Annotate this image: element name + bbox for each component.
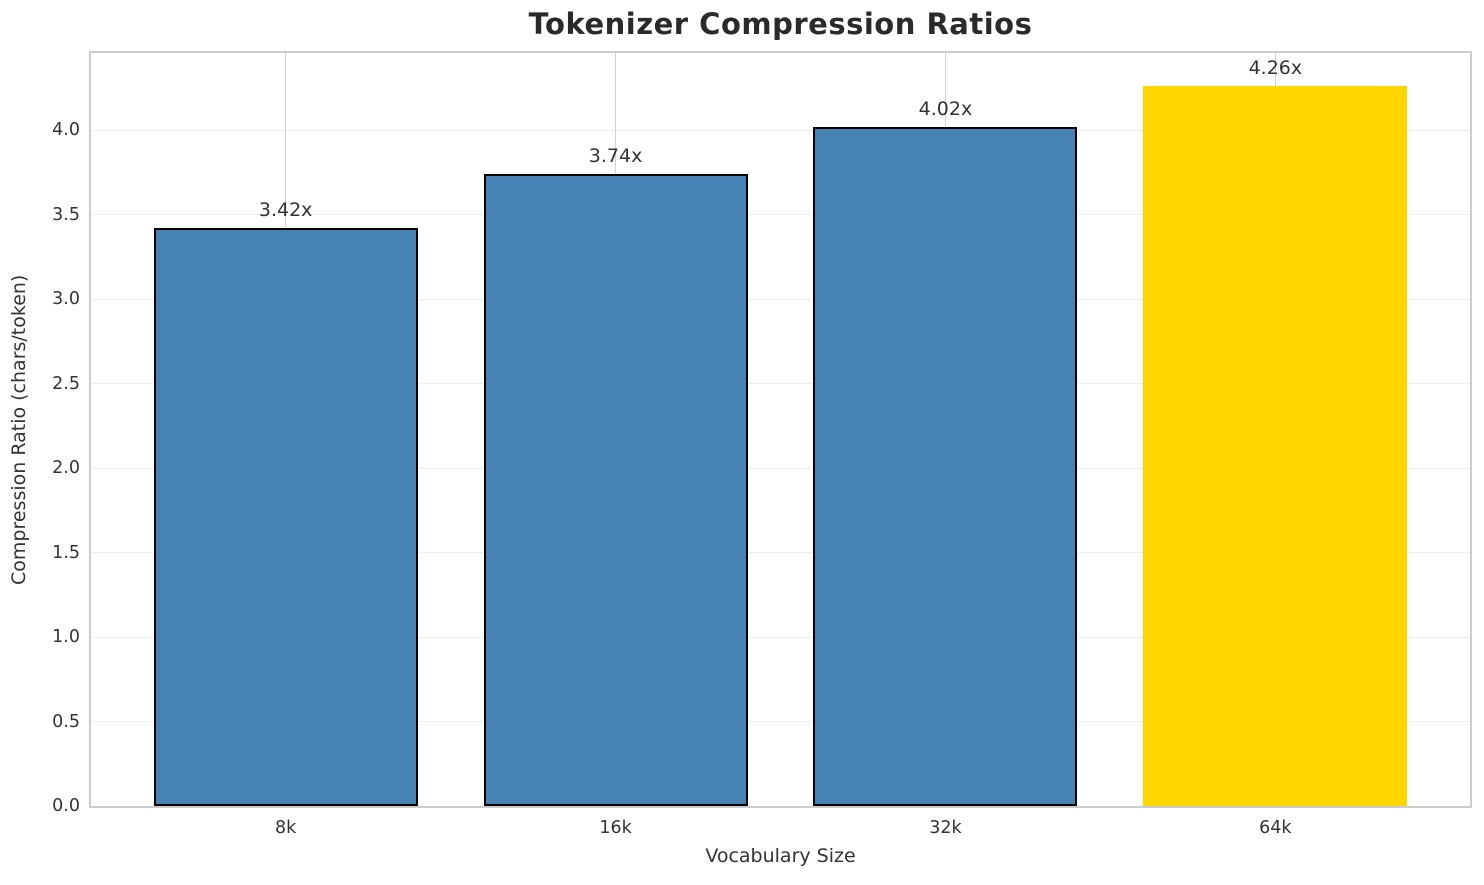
y-tick-label: 3.0 (52, 289, 80, 310)
x-tick-label: 16k (599, 818, 632, 838)
plot-area: 3.42x 3.74x 4.02x 4.26x 0.0 0.5 1.0 1.5 2.0 2.5 3… (52, 51, 1472, 838)
h-gridline (91, 467, 1470, 469)
y-tick-labels-layer: 0.0 0.5 1.0 1.5 2.0 2.5 3.0 3.5 4.0 (52, 53, 1470, 816)
bar-value-label: 3.42x (258, 199, 313, 222)
x-axis-label: Vocabulary Size (705, 845, 856, 867)
chart-title: Tokenizer Compression Ratios (528, 7, 1033, 41)
bar-32k (813, 126, 1078, 806)
h-gridline (91, 129, 1470, 131)
y-tick-label: 0.0 (52, 796, 80, 816)
y-tick-label: 2.0 (52, 458, 80, 479)
h-gridline (91, 383, 1470, 385)
y-tick-label: 2.5 (52, 373, 80, 394)
bar-value-label: 4.02x (918, 97, 973, 120)
h-gridline (91, 552, 1470, 554)
h-gridline (91, 214, 1470, 216)
bar-value-label: 4.26x (1248, 57, 1303, 80)
bar-value-labels-layer: 3.42x 3.74x 4.02x 4.26x (91, 53, 1470, 806)
h-gridline (91, 721, 1470, 723)
bar-value-label: 3.74x (588, 145, 643, 168)
bar-8k (153, 228, 418, 806)
x-tick-label: 8k (275, 818, 297, 838)
y-axis-label: Compression Ratio (chars/token) (8, 274, 30, 585)
y-tick-label: 1.0 (52, 627, 80, 648)
bar-64k (1143, 86, 1408, 806)
y-tick-label: 0.5 (52, 711, 80, 732)
y-tick-label: 3.5 (52, 204, 80, 225)
x-tick-label: 64k (1259, 818, 1292, 838)
bar-16k (483, 174, 748, 806)
y-tick-label: 4.0 (52, 120, 80, 141)
x-tick-labels-layer: 8k 16k 32k 64k (91, 53, 1470, 838)
bars-layer (91, 53, 1470, 806)
x-tick-label: 32k (929, 818, 962, 838)
h-gridline (91, 636, 1470, 638)
h-gridline (91, 298, 1470, 300)
y-tick-label: 1.5 (52, 542, 80, 563)
